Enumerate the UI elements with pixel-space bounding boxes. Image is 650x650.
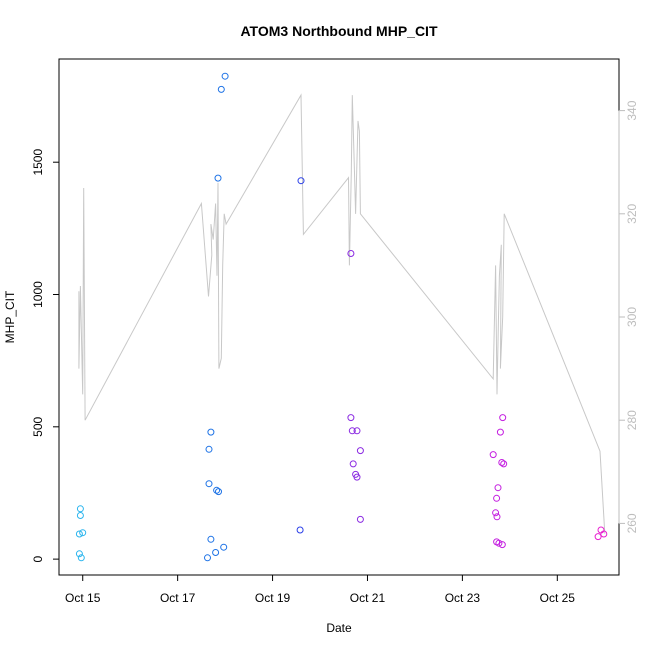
data-point [500, 460, 508, 468]
data-point [600, 530, 608, 538]
data-point [498, 459, 506, 466]
data-point [348, 427, 356, 435]
data-point [75, 550, 83, 558]
data-point [212, 549, 220, 556]
data-point [297, 177, 305, 185]
data-point [207, 535, 215, 543]
data-point [498, 541, 506, 549]
data-point [347, 250, 355, 257]
data-point [215, 488, 222, 496]
data-point [204, 554, 211, 562]
line-layer [78, 93, 606, 534]
data-point [221, 72, 229, 80]
points-layer [75, 72, 608, 562]
data-point [353, 473, 361, 481]
y2-tick-label: 260 [625, 513, 639, 533]
y-axis-right: 260 280 300 320 340 [618, 100, 639, 533]
data-point [205, 480, 213, 488]
y2-tick-label: 300 [625, 307, 639, 327]
data-point [356, 447, 364, 455]
data-point [220, 543, 228, 551]
data-point [205, 445, 213, 453]
data-point [499, 414, 507, 422]
y-axis-left: 0 500 1000 1500 [31, 149, 60, 562]
data-point [217, 85, 225, 93]
series-line [78, 93, 606, 534]
data-point [492, 509, 500, 517]
y-tick-label: 500 [31, 416, 45, 436]
data-point [79, 529, 87, 537]
data-point [356, 515, 364, 523]
y-tick-label: 1000 [31, 281, 45, 308]
y-axis-label: MHP_CIT [3, 290, 17, 343]
data-point [494, 484, 502, 492]
data-point [75, 530, 83, 538]
x-tick-label: Oct 19 [255, 591, 291, 605]
x-tick-label: Oct 15 [65, 591, 101, 605]
data-point [489, 451, 497, 459]
plot-frame [58, 58, 620, 576]
x-tick-label: Oct 23 [445, 591, 481, 605]
y-tick-label: 0 [31, 555, 45, 562]
y-tick-label: 1500 [31, 149, 45, 176]
data-point [353, 427, 361, 435]
data-point [493, 513, 501, 521]
data-point [214, 174, 222, 182]
data-point [496, 428, 504, 436]
y2-tick-label: 340 [625, 100, 639, 120]
data-point [493, 494, 501, 502]
data-point [495, 539, 503, 547]
x-tick-label: Oct 21 [350, 591, 386, 605]
data-point [347, 414, 355, 422]
data-point [76, 512, 84, 519]
x-axis: Oct 15 Oct 17 Oct 19 Oct 21 Oct 23 Oct 25 [65, 574, 576, 605]
data-point [594, 533, 602, 541]
y2-tick-label: 280 [625, 410, 639, 430]
chart-title: ATOM3 Northbound MHP_CIT [240, 23, 437, 39]
data-point [207, 428, 215, 436]
x-tick-label: Oct 25 [540, 591, 576, 605]
data-point [213, 486, 221, 494]
data-point [296, 526, 304, 534]
x-axis-label: Date [326, 621, 352, 635]
x-tick-label: Oct 17 [160, 591, 196, 605]
y2-tick-label: 320 [625, 203, 639, 223]
data-point [76, 505, 84, 513]
data-point [77, 554, 85, 562]
data-point [349, 460, 357, 468]
